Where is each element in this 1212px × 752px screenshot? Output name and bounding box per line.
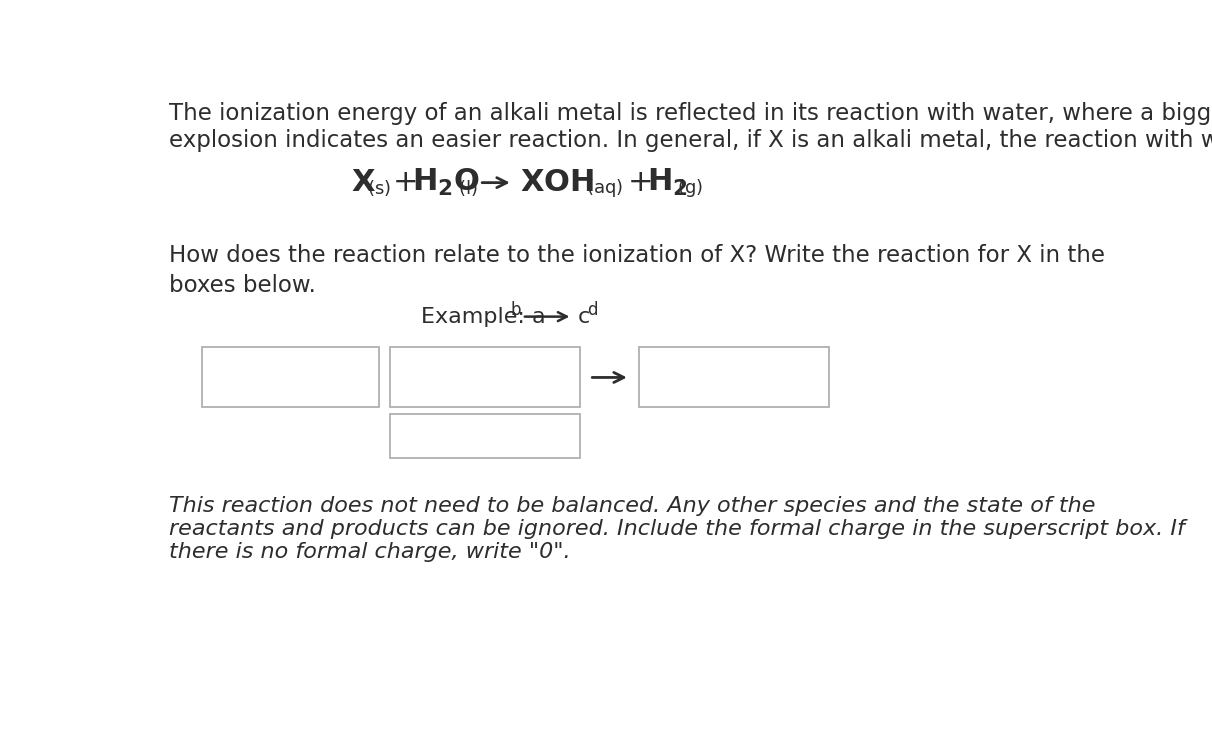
Text: $\mathbf{X}$: $\mathbf{X}$ — [351, 167, 377, 198]
Text: $\mathbf{H_2O}$: $\mathbf{H_2O}$ — [412, 167, 480, 199]
Text: $+$: $+$ — [391, 168, 416, 197]
Bar — [390, 347, 581, 408]
Text: $\mathbf{XOH}$: $\mathbf{XOH}$ — [520, 167, 594, 198]
Text: $\mathrm{(g)}$: $\mathrm{(g)}$ — [678, 177, 703, 199]
Bar — [202, 347, 378, 408]
Text: Example: a: Example: a — [422, 307, 545, 326]
Text: $\mathrm{(s)}$: $\mathrm{(s)}$ — [367, 178, 390, 198]
Text: d: d — [587, 301, 598, 319]
Text: $\mathrm{(aq)}$: $\mathrm{(aq)}$ — [585, 177, 623, 199]
Text: $\mathbf{H_2}$: $\mathbf{H_2}$ — [647, 167, 687, 199]
Text: boxes below.: boxes below. — [168, 274, 315, 296]
Text: reactants and products can be ignored. Include the formal charge in the superscr: reactants and products can be ignored. I… — [168, 519, 1184, 539]
Text: b: b — [510, 301, 521, 319]
Text: c: c — [578, 307, 590, 326]
Text: This reaction does not need to be balanced. Any other species and the state of t: This reaction does not need to be balanc… — [168, 496, 1096, 516]
Text: How does the reaction relate to the ionization of X? Write the reaction for X in: How does the reaction relate to the ioni… — [168, 244, 1104, 267]
Bar — [390, 414, 581, 458]
Text: $\mathrm{(l)}$: $\mathrm{(l)}$ — [458, 178, 478, 198]
Text: The ionization energy of an alkali metal is reflected in its reaction with water: The ionization energy of an alkali metal… — [168, 102, 1212, 125]
Bar — [639, 347, 829, 408]
Text: $+$: $+$ — [627, 168, 651, 197]
Text: explosion indicates an easier reaction. In general, if X is an alkali metal, the: explosion indicates an easier reaction. … — [168, 129, 1212, 152]
Text: there is no formal charge, write "0".: there is no formal charge, write "0". — [168, 542, 570, 562]
